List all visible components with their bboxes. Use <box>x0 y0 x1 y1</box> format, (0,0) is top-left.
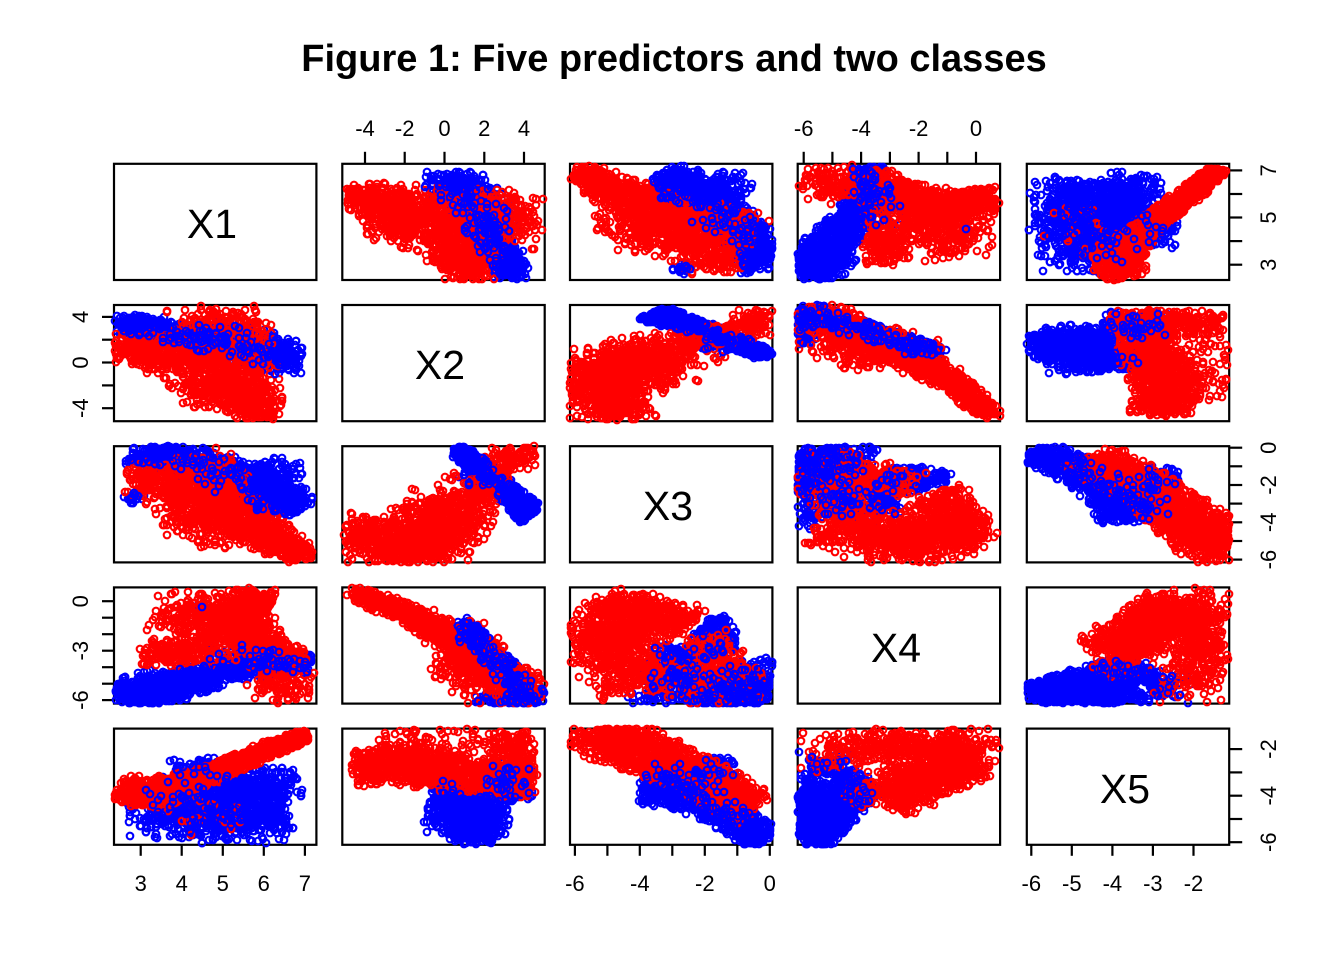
svg-text:0: 0 <box>68 356 93 368</box>
svg-text:-4: -4 <box>355 116 375 141</box>
svg-text:X5: X5 <box>1100 766 1150 812</box>
svg-text:-6: -6 <box>1022 871 1042 896</box>
svg-text:-6: -6 <box>68 690 93 710</box>
svg-text:-4: -4 <box>68 398 93 418</box>
svg-text:4: 4 <box>176 871 188 896</box>
svg-text:-3: -3 <box>68 641 93 661</box>
svg-text:-4: -4 <box>851 116 871 141</box>
svg-text:6: 6 <box>258 871 270 896</box>
svg-text:5: 5 <box>217 871 229 896</box>
svg-text:X4: X4 <box>871 625 921 671</box>
svg-text:7: 7 <box>299 871 311 896</box>
svg-text:-2: -2 <box>395 116 415 141</box>
svg-text:-4: -4 <box>1256 513 1281 533</box>
svg-text:-6: -6 <box>794 116 814 141</box>
svg-text:0: 0 <box>438 116 450 141</box>
svg-text:0: 0 <box>1256 442 1281 454</box>
svg-text:-2: -2 <box>695 871 715 896</box>
svg-text:-2: -2 <box>1184 871 1204 896</box>
svg-text:-4: -4 <box>1256 786 1281 806</box>
svg-text:0: 0 <box>764 871 776 896</box>
svg-text:4: 4 <box>68 311 93 323</box>
svg-text:4: 4 <box>518 116 530 141</box>
svg-text:0: 0 <box>970 116 982 141</box>
svg-text:-4: -4 <box>1103 871 1123 896</box>
svg-text:2: 2 <box>478 116 490 141</box>
svg-text:3: 3 <box>135 871 147 896</box>
svg-text:X2: X2 <box>415 342 465 388</box>
svg-text:-3: -3 <box>1143 871 1163 896</box>
svg-text:-6: -6 <box>1256 550 1281 570</box>
svg-text:-2: -2 <box>1256 475 1281 495</box>
svg-text:X1: X1 <box>187 201 237 247</box>
svg-text:0: 0 <box>68 595 93 607</box>
svg-text:-4: -4 <box>630 871 650 896</box>
svg-text:-6: -6 <box>1256 832 1281 852</box>
svg-text:-6: -6 <box>565 871 585 896</box>
svg-text:X3: X3 <box>643 483 693 529</box>
svg-text:-2: -2 <box>1256 739 1281 759</box>
svg-text:Figure 1: Five predictors and: Figure 1: Five predictors and two classe… <box>301 38 1046 80</box>
svg-text:7: 7 <box>1256 164 1281 176</box>
svg-text:5: 5 <box>1256 211 1281 223</box>
svg-text:-2: -2 <box>909 116 929 141</box>
svg-text:-5: -5 <box>1062 871 1082 896</box>
svg-text:3: 3 <box>1256 259 1281 271</box>
